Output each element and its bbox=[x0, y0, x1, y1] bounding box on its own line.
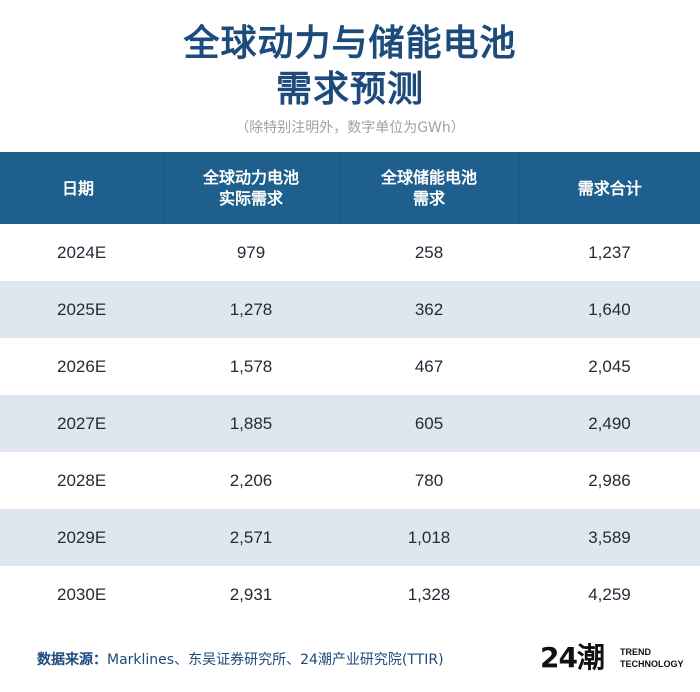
header-power-battery: 全球动力电池 实际需求 bbox=[163, 152, 340, 224]
table-row: 2025E 1,278 362 1,640 bbox=[0, 281, 700, 338]
cell-total-demand: 3,589 bbox=[519, 509, 700, 566]
cell-total-demand: 1,237 bbox=[519, 224, 700, 281]
table-header-row: 日期 全球动力电池 实际需求 全球储能电池 需求 需求合计 bbox=[0, 152, 700, 224]
cell-storage-demand: 258 bbox=[339, 224, 519, 281]
cell-power-demand: 2,206 bbox=[163, 452, 339, 509]
cell-total-demand: 2,986 bbox=[519, 452, 700, 509]
cell-date: 2027E bbox=[0, 395, 163, 452]
header-storage-battery: 全球储能电池 需求 bbox=[339, 152, 520, 224]
cell-total-demand: 2,490 bbox=[519, 395, 700, 452]
table-row: 2024E 979 258 1,237 bbox=[0, 224, 700, 281]
cell-storage-demand: 780 bbox=[339, 452, 519, 509]
cell-date: 2024E bbox=[0, 224, 163, 281]
header-date-line1: 日期 bbox=[62, 178, 95, 198]
header-storage-battery-line2: 需求 bbox=[412, 189, 445, 208]
title-line-2: 需求预测 bbox=[275, 69, 424, 110]
cell-storage-demand: 1,328 bbox=[339, 566, 519, 623]
forecast-table: 日期 全球动力电池 实际需求 全球储能电池 需求 需求合计 2024E 979 … bbox=[0, 152, 700, 623]
cell-power-demand: 1,578 bbox=[163, 338, 339, 395]
cell-date: 2025E bbox=[0, 281, 163, 338]
data-source-label: 数据来源： bbox=[37, 652, 107, 668]
table-row: 2026E 1,578 467 2,045 bbox=[0, 338, 700, 395]
cell-storage-demand: 362 bbox=[339, 281, 519, 338]
brand-logo-line1: TREND bbox=[620, 647, 651, 657]
table-row: 2028E 2,206 780 2,986 bbox=[0, 452, 700, 509]
brand-logo-text: TREND TECHNOLOGY bbox=[620, 646, 684, 670]
cell-power-demand: 2,931 bbox=[163, 566, 339, 623]
table-row: 2030E 2,931 1,328 4,259 bbox=[0, 566, 700, 623]
header-power-battery-line2: 实际需求 bbox=[218, 189, 283, 208]
header-total: 需求合计 bbox=[519, 152, 700, 224]
cell-power-demand: 2,571 bbox=[163, 509, 339, 566]
header-power-battery-line1: 全球动力电池 bbox=[202, 168, 299, 187]
cell-total-demand: 2,045 bbox=[519, 338, 700, 395]
cell-date: 2030E bbox=[0, 566, 163, 623]
header-storage-battery-line1: 全球储能电池 bbox=[380, 168, 477, 187]
cell-date: 2029E bbox=[0, 509, 163, 566]
brand-logo: 24潮 TREND TECHNOLOGY bbox=[540, 640, 684, 676]
subtitle: （除特别注明外，数字单位为GWh） bbox=[235, 120, 465, 136]
cell-power-demand: 1,885 bbox=[163, 395, 339, 452]
cell-total-demand: 1,640 bbox=[519, 281, 700, 338]
table-row: 2027E 1,885 605 2,490 bbox=[0, 395, 700, 452]
cell-date: 2028E bbox=[0, 452, 163, 509]
cell-total-demand: 4,259 bbox=[519, 566, 700, 623]
cell-power-demand: 979 bbox=[163, 224, 339, 281]
header-date: 日期 bbox=[0, 152, 164, 224]
brand-logo-line2: TECHNOLOGY bbox=[620, 659, 684, 669]
header-total-line1: 需求合计 bbox=[577, 178, 642, 198]
title-line-1: 全球动力与储能电池 bbox=[183, 23, 517, 64]
cell-storage-demand: 1,018 bbox=[339, 509, 519, 566]
cell-storage-demand: 605 bbox=[339, 395, 519, 452]
data-source-text: Marklines、东吴证券研究所、24潮产业研究院(TTIR) bbox=[107, 652, 444, 668]
table-row: 2029E 2,571 1,018 3,589 bbox=[0, 509, 700, 566]
data-source: 数据来源：Marklines、东吴证券研究所、24潮产业研究院(TTIR) bbox=[37, 650, 444, 670]
cell-storage-demand: 467 bbox=[339, 338, 519, 395]
brand-logo-mark: 24潮 bbox=[540, 641, 605, 674]
cell-date: 2026E bbox=[0, 338, 163, 395]
cell-power-demand: 1,278 bbox=[163, 281, 339, 338]
